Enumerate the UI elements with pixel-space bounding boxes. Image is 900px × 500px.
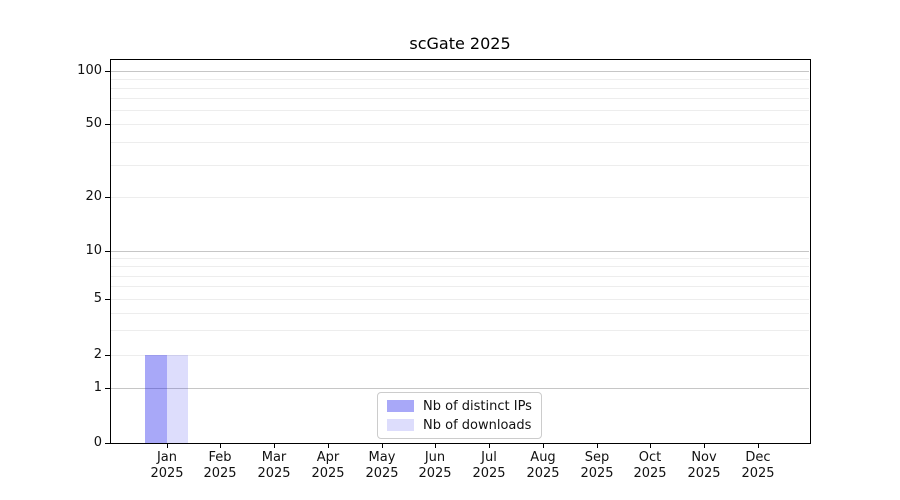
legend-item-downloads: Nb of downloads [387, 417, 532, 433]
x-tick-label: Jan 2025 [150, 450, 184, 481]
y-axis-tick [105, 197, 110, 198]
x-axis-tick [274, 444, 275, 448]
gridline-major [111, 388, 809, 389]
x-axis-tick [489, 444, 490, 448]
x-axis-tick [220, 444, 221, 448]
gridline-minor [111, 79, 809, 80]
gridline-minor [111, 98, 809, 99]
x-tick-label: Nov 2025 [687, 450, 721, 481]
plot-area [110, 59, 811, 444]
gridline-minor [111, 313, 809, 314]
x-tick-label: Mar 2025 [257, 450, 291, 481]
gridline-major [111, 71, 809, 72]
x-axis-tick [382, 444, 383, 448]
x-axis-tick [650, 444, 651, 448]
y-axis-tick [105, 71, 110, 72]
gridline-minor [111, 124, 809, 125]
x-tick-label: Dec 2025 [741, 450, 775, 481]
gridline-minor [111, 258, 809, 259]
x-tick-label: Feb 2025 [203, 450, 237, 481]
x-tick-label: Aug 2025 [526, 450, 560, 481]
gridline-minor [111, 197, 809, 198]
gridline-minor [111, 330, 809, 331]
x-tick-label: Jun 2025 [418, 450, 452, 481]
y-axis-tick [105, 355, 110, 356]
x-axis-tick [597, 444, 598, 448]
x-axis-tick [543, 444, 544, 448]
gridline-minor [111, 266, 809, 267]
gridline-major [111, 251, 809, 252]
gridline-minor [111, 286, 809, 287]
gridline-minor [111, 299, 809, 300]
gridline-minor [111, 142, 809, 143]
y-axis-tick [105, 443, 110, 444]
legend-label-distinct-ips: Nb of distinct IPs [423, 398, 532, 414]
x-axis-tick [328, 444, 329, 448]
y-tick-label: 5 [93, 291, 102, 306]
gridline-minor [111, 110, 809, 111]
x-tick-label: May 2025 [365, 450, 399, 481]
y-tick-label: 100 [77, 63, 102, 78]
y-tick-label: 2 [93, 347, 102, 362]
legend-item-distinct-ips: Nb of distinct IPs [387, 398, 532, 414]
y-axis-tick [105, 251, 110, 252]
y-axis-tick [105, 388, 110, 389]
x-axis-tick [435, 444, 436, 448]
y-tick-label: 10 [85, 243, 102, 258]
gridline-minor [111, 88, 809, 89]
x-axis-tick [167, 444, 168, 448]
x-axis-tick [704, 444, 705, 448]
x-tick-label: Sep 2025 [580, 450, 614, 481]
gridline-minor [111, 165, 809, 166]
y-tick-label: 20 [85, 189, 102, 204]
y-tick-label: 0 [93, 435, 102, 450]
bar-distinct-ips [145, 355, 167, 443]
chart-title: scGate 2025 [409, 34, 511, 53]
legend: Nb of distinct IPs Nb of downloads [377, 392, 542, 439]
x-tick-label: Oct 2025 [633, 450, 667, 481]
x-tick-label: Apr 2025 [311, 450, 345, 481]
x-axis-tick [758, 444, 759, 448]
y-tick-label: 50 [85, 116, 102, 131]
legend-swatch-downloads [387, 419, 414, 431]
x-tick-label: Jul 2025 [472, 450, 506, 481]
legend-swatch-distinct-ips [387, 400, 414, 412]
y-tick-label: 1 [93, 380, 102, 395]
gridline-minor [111, 355, 809, 356]
y-axis-tick [105, 299, 110, 300]
legend-label-downloads: Nb of downloads [423, 417, 532, 433]
y-axis-tick [105, 124, 110, 125]
bar-downloads [166, 355, 189, 443]
gridline-minor [111, 276, 809, 277]
